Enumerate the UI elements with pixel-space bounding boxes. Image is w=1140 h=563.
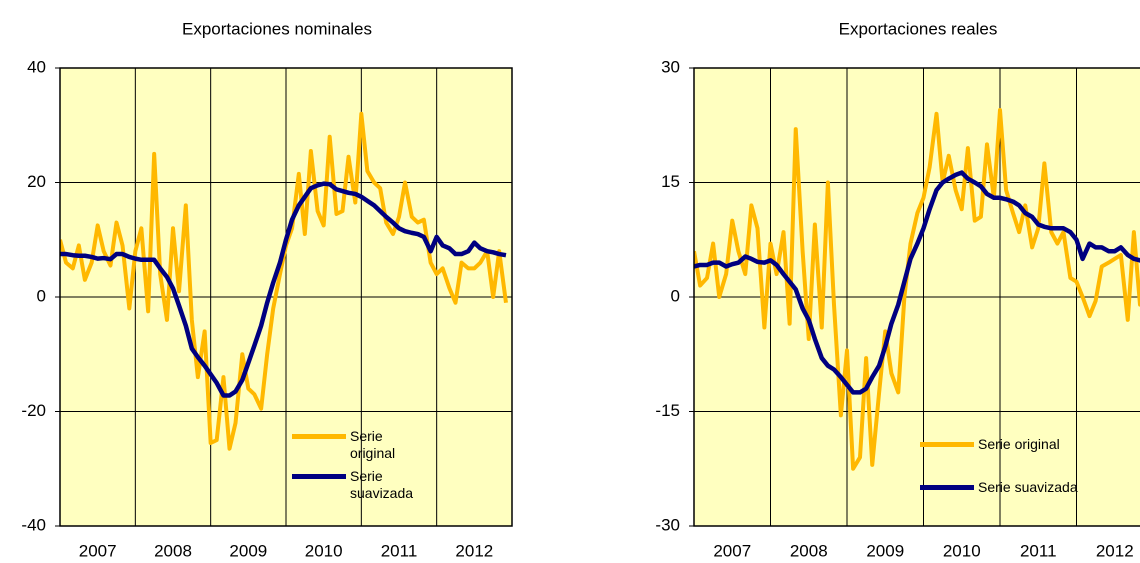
x-tick-label: 2012 bbox=[1096, 541, 1134, 560]
x-tick-label: 2009 bbox=[866, 541, 904, 560]
legend-item: Serie suavizada bbox=[292, 468, 422, 502]
y-tick-label: 0 bbox=[671, 286, 680, 305]
x-tick-label: 2009 bbox=[229, 541, 267, 560]
series-line bbox=[694, 170, 1140, 395]
legend-label: Serie original bbox=[978, 436, 1060, 452]
chart-title: Exportaciones nominales bbox=[182, 19, 372, 38]
plot-border bbox=[59, 67, 513, 527]
legend-item: Serie suavizada bbox=[920, 479, 1120, 496]
x-tick-label: 2010 bbox=[305, 541, 343, 560]
y-tick-label: 30 bbox=[661, 57, 680, 76]
chart: Exportaciones reales -30 -15 0 15 30 2007 2008 2… bbox=[655, 19, 1140, 560]
series-line bbox=[694, 107, 1140, 471]
legend-swatch bbox=[292, 434, 346, 439]
y-tick-label: 15 bbox=[661, 172, 680, 191]
y-tick-label: -20 bbox=[21, 401, 46, 420]
x-tick-label: 2007 bbox=[79, 541, 117, 560]
legend-item: Serie original bbox=[920, 436, 1120, 453]
series-line bbox=[60, 181, 507, 398]
x-tick-label: 2012 bbox=[455, 541, 493, 560]
x-tick-label: 2008 bbox=[790, 541, 828, 560]
legend-label: Serie suavizada bbox=[350, 468, 414, 501]
x-tick-label: 2011 bbox=[381, 541, 418, 560]
legend-swatch bbox=[920, 442, 974, 447]
y-tick-label: -40 bbox=[21, 515, 46, 534]
y-tick-label: -15 bbox=[655, 401, 680, 420]
legend-label: Serie original bbox=[350, 428, 396, 461]
y-tick-label: 40 bbox=[27, 57, 46, 76]
y-tick-label: -30 bbox=[655, 515, 680, 534]
x-tick-label: 2007 bbox=[713, 541, 751, 560]
chart: Exportaciones nominales -40 -20 0 20 40 2007 20… bbox=[21, 19, 513, 560]
x-tick-label: 2010 bbox=[943, 541, 981, 560]
y-tick-label: 0 bbox=[37, 286, 46, 305]
x-tick-label: 2011 bbox=[1020, 541, 1057, 560]
chart-title: Exportaciones reales bbox=[839, 19, 998, 38]
plot-border bbox=[693, 67, 1140, 527]
legend-item: Serie original bbox=[292, 428, 422, 462]
legend-label: Serie suavizada bbox=[978, 479, 1078, 495]
legend-swatch bbox=[292, 474, 346, 479]
y-tick-label: 20 bbox=[27, 172, 46, 191]
x-tick-label: 2008 bbox=[154, 541, 192, 560]
legend-swatch bbox=[920, 485, 974, 490]
